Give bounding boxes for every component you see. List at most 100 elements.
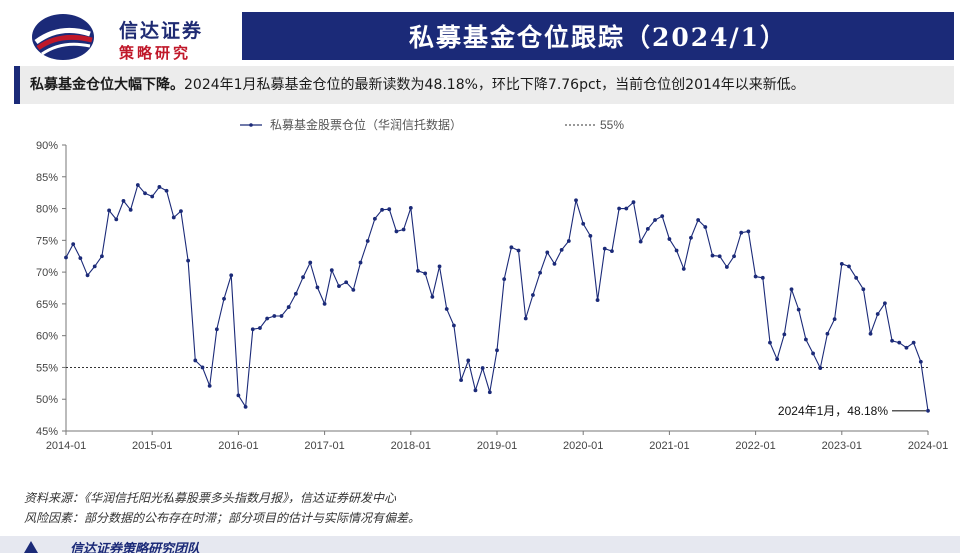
data-point bbox=[351, 288, 356, 292]
data-point bbox=[236, 393, 241, 398]
data-point bbox=[243, 404, 248, 409]
data-point bbox=[746, 229, 751, 234]
data-point bbox=[753, 274, 758, 279]
data-point bbox=[408, 206, 413, 210]
data-point bbox=[868, 331, 873, 336]
data-point bbox=[100, 254, 104, 259]
data-point bbox=[107, 208, 111, 213]
data-point bbox=[552, 261, 557, 266]
data-point bbox=[768, 340, 772, 345]
team-triangle-icon bbox=[24, 541, 38, 553]
x-tick-label: 2015-01 bbox=[132, 440, 172, 452]
data-point bbox=[444, 307, 449, 311]
data-point bbox=[653, 218, 657, 222]
legend-series-label: 私募基金股票仓位（华润信托数据） bbox=[270, 117, 462, 132]
x-tick-label: 2014-01 bbox=[46, 440, 86, 452]
data-point bbox=[186, 258, 191, 263]
x-tick-label: 2017-01 bbox=[304, 440, 344, 452]
data-point bbox=[681, 267, 686, 271]
logo-department-name: 策略研究 bbox=[119, 44, 192, 62]
data-point bbox=[308, 260, 313, 265]
data-point bbox=[918, 359, 923, 364]
page-title: 私募基金仓位跟踪（2024/1） bbox=[408, 23, 788, 52]
data-point bbox=[610, 249, 614, 254]
data-point bbox=[825, 331, 830, 336]
data-point bbox=[703, 225, 708, 229]
data-point bbox=[179, 209, 183, 213]
y-tick-label: 45% bbox=[36, 426, 58, 438]
data-point bbox=[531, 293, 535, 297]
data-point bbox=[789, 287, 794, 292]
data-point bbox=[545, 250, 550, 255]
data-point bbox=[157, 185, 162, 189]
data-point bbox=[423, 271, 428, 276]
data-point bbox=[71, 242, 76, 247]
risk-note: 风险因素：部分数据的公布存在时滞；部分项目的估计与实际情况有偏差。 bbox=[24, 511, 421, 525]
data-point bbox=[114, 217, 119, 222]
data-point bbox=[322, 301, 327, 306]
y-tick-label: 55% bbox=[36, 362, 58, 374]
team-label: 信达证券策略研究团队 bbox=[70, 542, 201, 553]
data-point bbox=[739, 230, 744, 235]
data-point bbox=[559, 247, 564, 252]
data-point bbox=[416, 268, 420, 273]
data-point bbox=[638, 239, 643, 244]
data-point bbox=[674, 248, 679, 253]
data-point bbox=[847, 264, 851, 269]
logo-company-name: 信达证券 bbox=[119, 20, 204, 42]
x-tick-label: 2021-01 bbox=[649, 440, 689, 452]
y-tick-label: 85% bbox=[36, 172, 58, 184]
data-point bbox=[64, 255, 68, 260]
data-point bbox=[538, 270, 542, 275]
data-point bbox=[265, 316, 270, 321]
data-point bbox=[258, 326, 262, 330]
data-point bbox=[588, 233, 593, 238]
series-line bbox=[65, 183, 929, 411]
data-point bbox=[732, 254, 736, 259]
data-point bbox=[581, 221, 586, 226]
data-point bbox=[509, 245, 514, 250]
data-point bbox=[207, 383, 212, 388]
bottom-band bbox=[0, 536, 960, 553]
data-point bbox=[365, 239, 370, 243]
x-tick-label: 2024-01 bbox=[908, 440, 948, 452]
data-point bbox=[624, 206, 629, 211]
data-point bbox=[279, 314, 284, 318]
y-tick-label: 80% bbox=[36, 204, 58, 216]
data-point bbox=[689, 235, 693, 240]
data-point bbox=[286, 305, 291, 309]
y-tick-label: 60% bbox=[36, 331, 58, 343]
data-point bbox=[380, 207, 384, 212]
data-point bbox=[293, 291, 298, 296]
y-tick-label: 75% bbox=[36, 235, 58, 247]
data-point bbox=[372, 216, 377, 221]
x-tick-label: 2023-01 bbox=[822, 440, 862, 452]
x-tick-label: 2022-01 bbox=[735, 440, 775, 452]
data-point bbox=[883, 301, 887, 306]
data-point bbox=[854, 275, 859, 280]
data-point bbox=[861, 287, 866, 292]
data-point bbox=[904, 345, 909, 350]
data-point bbox=[811, 351, 815, 356]
data-point bbox=[250, 327, 255, 332]
data-point bbox=[760, 275, 765, 280]
data-point bbox=[452, 323, 456, 328]
data-point bbox=[193, 358, 198, 363]
data-point bbox=[602, 246, 607, 251]
data-point bbox=[358, 260, 363, 265]
x-tick-label: 2018-01 bbox=[391, 440, 431, 452]
legend-series-marker bbox=[249, 123, 253, 127]
page-title-bar: 私募基金仓位跟踪（2024/1） bbox=[242, 12, 954, 60]
x-tick-label: 2019-01 bbox=[477, 440, 517, 452]
data-point bbox=[875, 312, 880, 316]
data-point bbox=[818, 366, 823, 370]
data-point bbox=[171, 215, 176, 220]
summary-text: 2024年1月私募基金仓位的最新读数为48.18%，环比下降7.76pct，当前… bbox=[184, 77, 805, 93]
data-point bbox=[459, 378, 463, 383]
data-point bbox=[839, 261, 844, 266]
data-point bbox=[401, 227, 406, 232]
data-point bbox=[272, 314, 277, 318]
data-point bbox=[164, 188, 169, 193]
chart-axes: 45% 50% 55% 60% 65% 70% 75% 80% 85% 90% 2014-01 201… bbox=[36, 140, 948, 452]
data-point bbox=[890, 338, 894, 343]
